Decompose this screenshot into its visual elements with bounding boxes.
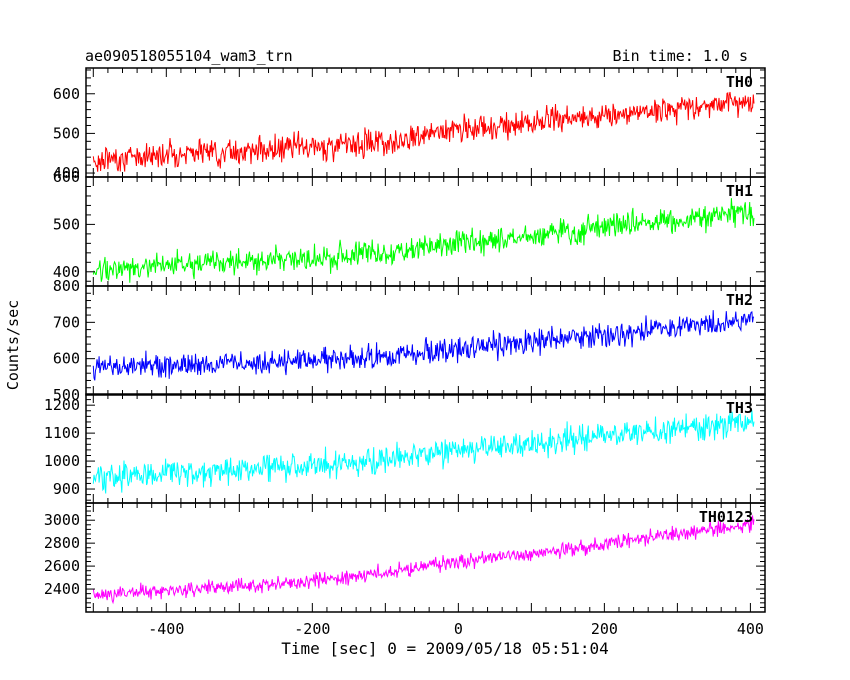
panel-th3: 900 1000 1100 1200 TH3 — [44, 393, 766, 504]
y-tick-label: 600 — [53, 350, 80, 368]
panels-group: 400 500 600 TH0 400 500 600 TH1 500 600 700 800 TH2 9… — [44, 67, 766, 638]
y-axis-label: Counts/sec — [4, 300, 22, 390]
y-tick-label: 2800 — [44, 534, 80, 552]
y-tick-label: 400 — [53, 263, 80, 281]
y-tick-label: 500 — [53, 386, 80, 404]
y-tick-label: 1100 — [44, 424, 80, 442]
series-line-th0123 — [92, 514, 755, 605]
chart-subtitle: Bin time: 1.0 s — [613, 47, 748, 65]
series-line-th3 — [92, 410, 755, 494]
y-tick-label: 2600 — [44, 557, 80, 575]
panel-frame — [85, 285, 766, 396]
panel-label-th0123: TH0123 — [699, 508, 753, 526]
x-tick-label: -200 — [294, 620, 330, 638]
x-tick-label: 200 — [591, 620, 618, 638]
chart-title: ae090518055104_wam3_trn — [85, 47, 293, 65]
panel-th0: 400 500 600 TH0 — [53, 67, 766, 182]
x-tick-label: 400 — [737, 620, 764, 638]
panel-frame — [85, 502, 766, 613]
x-tick-label: 0 — [454, 620, 463, 638]
panel-th1: 400 500 600 TH1 — [53, 168, 766, 287]
y-tick-label: 500 — [53, 215, 80, 233]
panel-label-th0: TH0 — [726, 73, 753, 91]
panel-th2: 500 600 700 800 TH2 — [53, 277, 766, 404]
y-tick-label: 400 — [53, 164, 80, 182]
series-line-th2 — [92, 310, 755, 381]
y-tick-label: 800 — [53, 277, 80, 295]
panel-label-th3: TH3 — [726, 399, 753, 417]
series-line-th0 — [92, 91, 755, 172]
y-tick-label: 600 — [53, 85, 80, 103]
panel-frame — [85, 176, 766, 287]
series-line-th1 — [92, 198, 755, 283]
y-tick-label: 500 — [53, 124, 80, 142]
panel-frame — [85, 67, 766, 178]
y-tick-label: 900 — [53, 480, 80, 498]
y-tick-label: 700 — [53, 313, 80, 331]
y-tick-label: 1000 — [44, 452, 80, 470]
panel-th0123: 2400 2600 2800 3000 TH0123 — [44, 502, 766, 613]
panel-label-th1: TH1 — [726, 182, 753, 200]
panel-label-th2: TH2 — [726, 291, 753, 309]
x-axis-label: Time [sec] 0 = 2009/05/18 05:51:04 — [281, 639, 609, 658]
y-tick-label: 2400 — [44, 580, 80, 598]
y-tick-label: 1200 — [44, 396, 80, 414]
y-tick-label: 600 — [53, 168, 80, 186]
x-tick-label: -400 — [148, 620, 184, 638]
y-tick-label: 3000 — [44, 511, 80, 529]
